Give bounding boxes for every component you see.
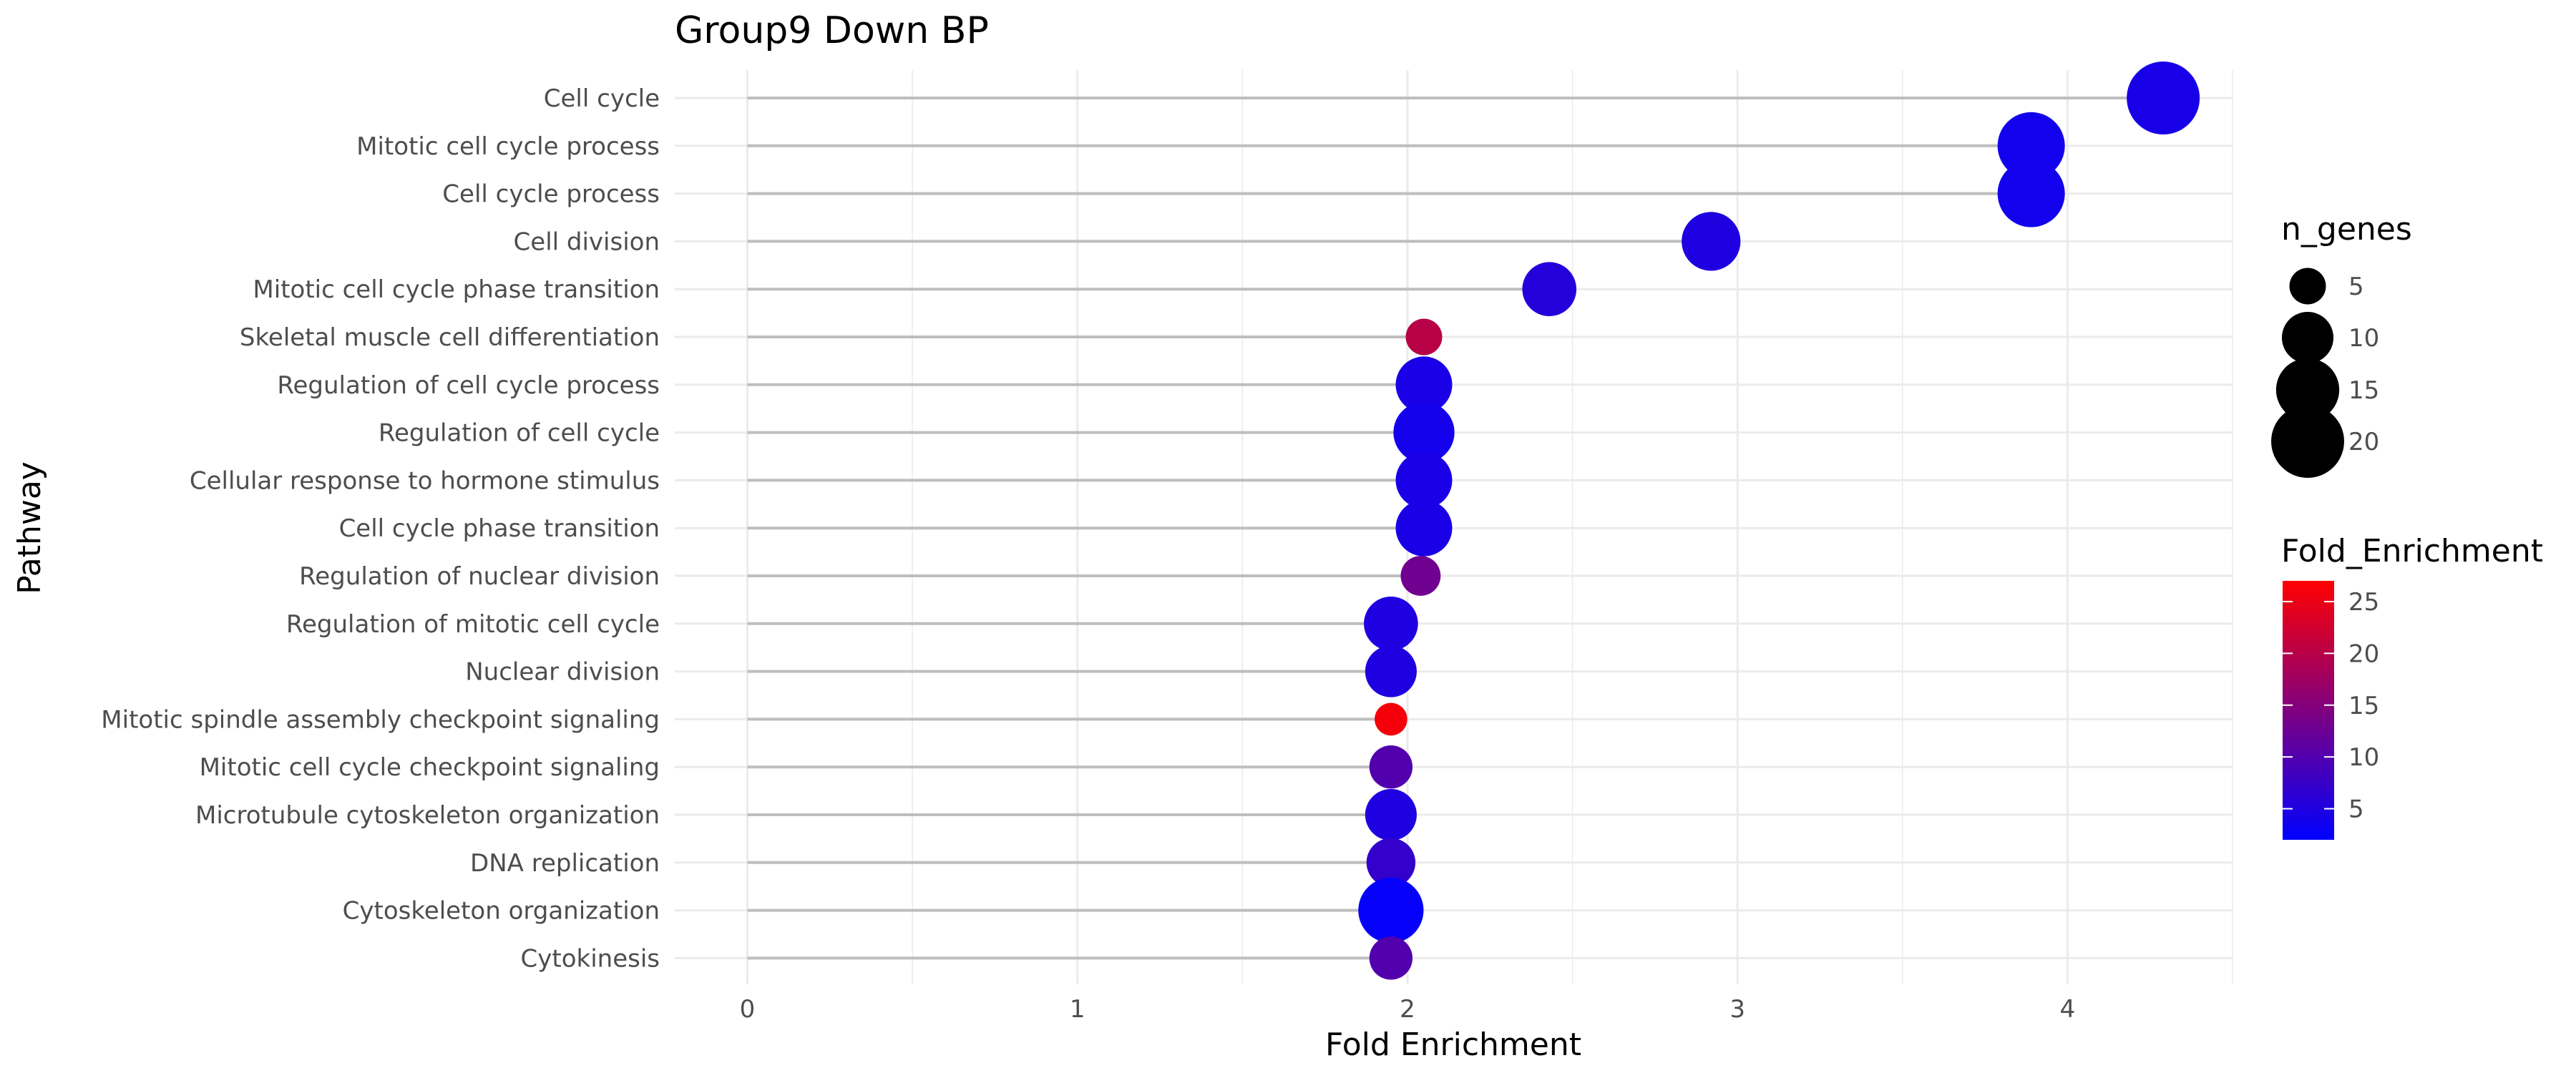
y-tick-label: Mitotic spindle assembly checkpoint sign… (101, 705, 660, 734)
data-point (1395, 356, 1453, 413)
data-point (1369, 936, 1413, 980)
data-points (1358, 62, 2200, 980)
y-tick-label: Cytokinesis (521, 944, 660, 973)
data-point (1997, 112, 2065, 180)
y-tick-label: Regulation of mitotic cell cycle (286, 610, 660, 639)
size-legend-title: n_genes (2281, 211, 2412, 248)
data-point (1405, 318, 1443, 356)
y-tick-label: Cytoskeleton organization (343, 897, 660, 926)
data-point (1400, 556, 1441, 596)
size-legend-key (2271, 405, 2344, 478)
size-legend: n_genes 5 10 15 20 (2271, 211, 2412, 478)
x-tick-label: 2 (1400, 995, 1415, 1024)
data-point (1375, 702, 1407, 736)
size-legend-key (2289, 268, 2326, 305)
lollipop-segments (747, 97, 2164, 960)
data-point (1369, 745, 1413, 789)
y-tick-label: Cell cycle (544, 84, 660, 113)
size-legend-label: 20 (2348, 428, 2379, 456)
data-point (1393, 401, 1455, 464)
chart-title: Group9 Down BP (675, 9, 989, 52)
y-tick-label: DNA replication (470, 849, 660, 878)
y-tick-label: Regulation of nuclear division (299, 562, 660, 591)
data-point (1358, 878, 1424, 944)
data-point (1365, 788, 1417, 841)
data-point (1365, 645, 1417, 697)
data-point (1522, 262, 1577, 317)
color-legend-title: Fold_Enrichment (2281, 533, 2543, 569)
y-tick-label: Mitotic cell cycle process (356, 132, 660, 161)
y-tick-label: Microtubule cytoskeleton organization (195, 801, 660, 830)
color-legend-label: 15 (2348, 692, 2379, 720)
y-tick-label: Mitotic cell cycle checkpoint signaling (200, 753, 660, 782)
color-legend-label: 20 (2348, 640, 2379, 668)
x-tick-label: 1 (1070, 995, 1085, 1024)
y-tick-label: Skeletal muscle cell differentiation (240, 323, 660, 352)
data-point (1997, 160, 2065, 227)
data-point (2127, 62, 2200, 134)
size-legend-label: 5 (2348, 273, 2364, 301)
size-legend-key (2281, 311, 2334, 364)
y-tick-label: Cell cycle phase transition (339, 514, 660, 543)
data-point (1682, 212, 1741, 271)
y-axis-title: Pathway (11, 461, 48, 594)
size-legend-label: 10 (2348, 324, 2379, 353)
y-tick-label: Nuclear division (465, 658, 660, 687)
y-tick-label: Regulation of cell cycle process (277, 371, 660, 400)
x-axis-title: Fold Enrichment (1325, 1027, 1581, 1063)
y-tick-label: Cell cycle process (442, 180, 660, 209)
y-tick-label: Cell division (514, 227, 660, 256)
data-point (1366, 838, 1416, 888)
data-point (1395, 499, 1453, 557)
y-tick-label: Mitotic cell cycle phase transition (253, 275, 660, 304)
y-tick-label: Regulation of cell cycle (379, 419, 660, 448)
y-axis-tick-labels: Cell cycle Mitotic cell cycle process Cell… (101, 84, 660, 973)
data-point (1364, 596, 1418, 651)
x-tick-label: 0 (740, 995, 756, 1024)
color-legend-label: 5 (2348, 795, 2364, 824)
size-legend-key (2275, 358, 2340, 422)
x-tick-label: 3 (1729, 995, 1745, 1024)
color-legend-label: 10 (2348, 743, 2379, 772)
y-tick-label: Cellular response to hormone stimulus (190, 466, 660, 495)
x-tick-label: 4 (2060, 995, 2076, 1024)
data-point (1395, 451, 1453, 509)
color-legend-bar (2283, 581, 2334, 840)
size-legend-label: 15 (2348, 376, 2379, 405)
color-legend-label: 25 (2348, 588, 2379, 617)
color-legend: Fold_Enrichment 5 10 15 20 25 (2281, 533, 2543, 840)
x-axis-tick-labels: 0 1 2 3 4 (740, 995, 2076, 1024)
